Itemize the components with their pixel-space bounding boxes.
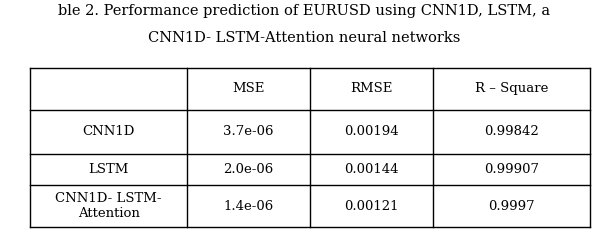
Text: ble 2. Performance prediction of EURUSD using CNN1D, LSTM, a: ble 2. Performance prediction of EURUSD … bbox=[58, 4, 550, 17]
Text: 0.99907: 0.99907 bbox=[484, 163, 539, 176]
Text: CNN1D- LSTM-Attention neural networks: CNN1D- LSTM-Attention neural networks bbox=[148, 31, 460, 45]
Text: CNN1D: CNN1D bbox=[83, 125, 135, 138]
Text: R – Square: R – Square bbox=[475, 83, 548, 96]
Text: 0.00144: 0.00144 bbox=[344, 163, 399, 176]
Text: 0.00194: 0.00194 bbox=[344, 125, 399, 138]
Text: LSTM: LSTM bbox=[89, 163, 129, 176]
Text: 1.4e-06: 1.4e-06 bbox=[223, 199, 274, 212]
Text: 0.9997: 0.9997 bbox=[488, 199, 535, 212]
Text: 0.99842: 0.99842 bbox=[484, 125, 539, 138]
Text: 0.00121: 0.00121 bbox=[344, 199, 399, 212]
Text: RMSE: RMSE bbox=[350, 83, 393, 96]
Text: MSE: MSE bbox=[232, 83, 264, 96]
Text: CNN1D- LSTM-
Attention: CNN1D- LSTM- Attention bbox=[55, 192, 162, 220]
Text: 3.7e-06: 3.7e-06 bbox=[223, 125, 274, 138]
Text: 2.0e-06: 2.0e-06 bbox=[223, 163, 274, 176]
